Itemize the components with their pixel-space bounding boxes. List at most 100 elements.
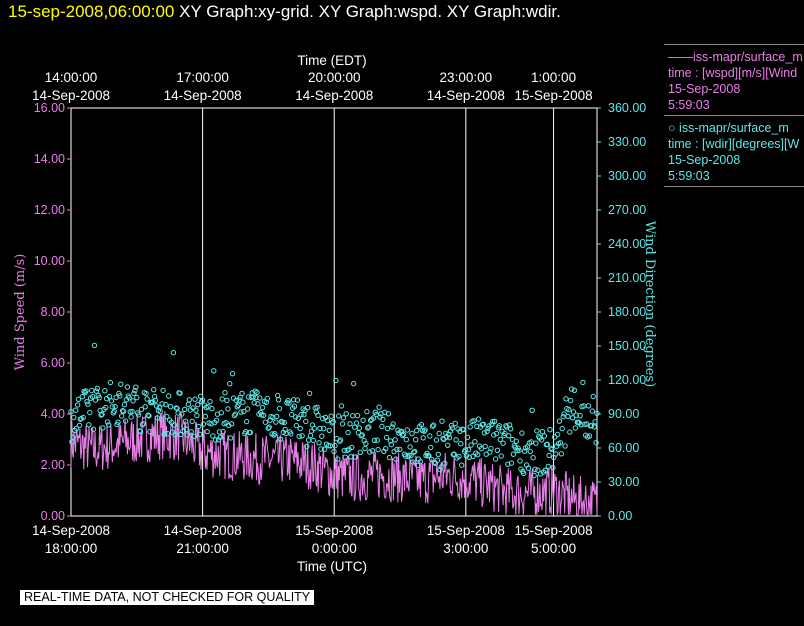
wdir-point [594, 410, 600, 417]
wdir-point [390, 421, 396, 427]
wdir-point [387, 438, 394, 444]
wdir-point [437, 466, 443, 473]
wdir-point [569, 415, 576, 421]
wdir-point [350, 413, 356, 419]
wdir-point [211, 368, 217, 374]
wdir-point [305, 437, 312, 443]
left-tick-label: 8.00 [41, 305, 65, 319]
wdir-point [332, 443, 338, 449]
wdir-point [333, 377, 339, 384]
bottom-tick-time: 21:00:00 [176, 541, 229, 556]
wdir-point [68, 409, 74, 415]
wdir-point [535, 467, 541, 473]
wdir-point [96, 395, 102, 401]
wdir-point [497, 436, 503, 443]
wdir-point [254, 389, 260, 395]
wdir-point [220, 428, 226, 435]
wdir-point [317, 425, 323, 431]
wdir-point [112, 403, 118, 410]
top-tick-date: 14-Sep-2008 [32, 88, 110, 103]
wdir-point [496, 423, 502, 429]
wdir-point [297, 425, 303, 432]
wdir-point [374, 437, 380, 443]
wdir-point [547, 427, 553, 433]
wdir-point [98, 412, 104, 418]
wdir-point [491, 418, 498, 424]
wdir-point [410, 459, 416, 465]
wdir-point [449, 425, 455, 431]
wdir-point [353, 420, 360, 426]
wdir-point [451, 451, 457, 457]
wdir-point [136, 428, 143, 434]
wdir-point [550, 464, 556, 471]
wdir-point [363, 440, 369, 447]
wdir-point [79, 394, 86, 400]
wdir-point [130, 398, 136, 404]
wdir-point [310, 437, 316, 444]
wdir-point [588, 423, 595, 429]
wdir-point [433, 437, 440, 443]
wdir-point [384, 425, 391, 432]
wdir-point [335, 456, 341, 462]
wdir-point [142, 404, 148, 410]
wdir-point [427, 433, 433, 439]
wdir-point [439, 418, 445, 424]
wdir-point [124, 384, 131, 390]
top-axis-title: Time (EDT) [297, 53, 366, 68]
wdir-point [70, 434, 76, 440]
wdir-point [120, 408, 126, 414]
wdir-point [266, 424, 272, 430]
wdir-point [445, 442, 451, 448]
wdir-point [418, 422, 425, 428]
wdir-point [213, 417, 220, 423]
wdir-point [132, 387, 138, 394]
wdir-point [276, 405, 283, 412]
wdir-point [199, 397, 206, 403]
wdir-point [212, 437, 219, 443]
wdir-point [464, 434, 471, 440]
wdir-point [80, 414, 86, 421]
wdir-point [446, 435, 453, 441]
wdir-point [153, 403, 160, 409]
wdir-point [288, 431, 294, 437]
wdir-point [143, 390, 149, 397]
wdir-point [349, 444, 355, 451]
wdir-point [100, 425, 106, 431]
wdir-point [243, 418, 250, 425]
wdir-point [489, 421, 495, 428]
wdir-point [470, 453, 476, 459]
wdir-point [157, 409, 163, 415]
bottom-tick-date: 15-Sep-2008 [515, 523, 593, 538]
wdir-point [408, 452, 414, 459]
wdir-point [146, 413, 152, 419]
legend-panel: ——iss-mapr/surface_m time : [wspd][m/s][… [664, 44, 804, 187]
wdir-point [296, 433, 302, 440]
left-tick-label: 6.00 [41, 356, 65, 370]
wdir-point [593, 440, 599, 446]
wdir-point [563, 396, 569, 402]
wdir-point [545, 463, 551, 470]
wdir-point [260, 412, 267, 418]
wdir-point [126, 395, 132, 401]
top-tick-date: 15-Sep-2008 [515, 88, 593, 103]
wdir-point [111, 408, 117, 415]
wdir-point [561, 411, 567, 417]
graph-title-bar: 15-sep-2008,06:00:00 XY Graph:xy-grid. X… [8, 2, 561, 22]
wdir-point [486, 423, 492, 429]
wdir-point [224, 397, 230, 404]
right-tick-label: 120.00 [608, 373, 646, 387]
wdir-point [108, 398, 115, 404]
wdir-point [329, 420, 335, 426]
wdir-point [291, 403, 298, 409]
wdir-point [565, 413, 571, 420]
wdir-point [197, 431, 203, 437]
wdir-point [223, 420, 229, 426]
left-tick-label: 2.00 [41, 458, 65, 472]
wdir-point [140, 420, 147, 427]
wdir-point [135, 412, 142, 418]
wdir-point [294, 397, 301, 403]
right-tick-label: 0.00 [608, 509, 632, 523]
wdir-point [465, 447, 471, 453]
wdir-point [365, 425, 371, 431]
